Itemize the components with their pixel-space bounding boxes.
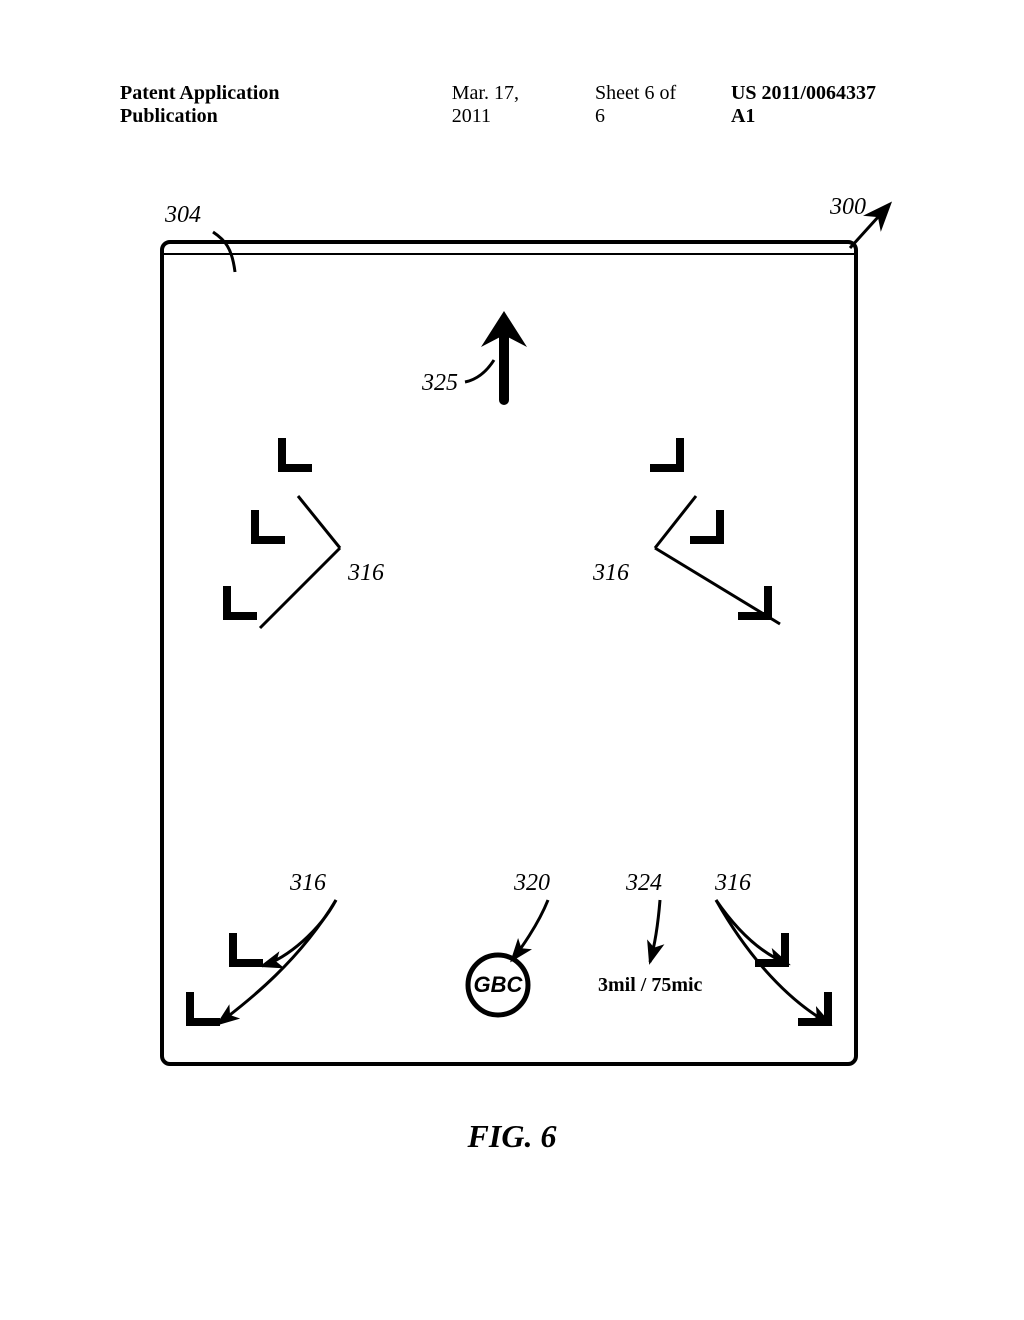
ref-316-ul: 316 <box>348 560 384 587</box>
ref-325: 325 <box>422 370 458 397</box>
ref-300: 300 <box>830 194 866 221</box>
figure-label: FIG. 6 <box>0 1118 1024 1155</box>
ref-316-ur: 316 <box>593 560 629 587</box>
svg-text:GBC: GBC <box>474 972 524 997</box>
ref-324: 324 <box>626 870 662 897</box>
ref-316-lr: 316 <box>715 870 751 897</box>
ref-316-ll: 316 <box>290 870 326 897</box>
ref-304: 304 <box>165 202 201 229</box>
spec-text: 3mil / 75mic <box>598 974 702 997</box>
figure-6: GBC 300 304 325 316 316 316 316 320 324 … <box>0 0 1024 1320</box>
ref-320: 320 <box>514 870 550 897</box>
